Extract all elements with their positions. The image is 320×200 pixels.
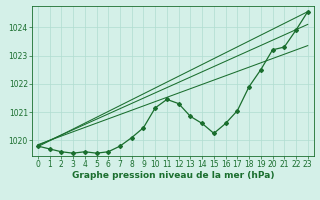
X-axis label: Graphe pression niveau de la mer (hPa): Graphe pression niveau de la mer (hPa) [72,171,274,180]
